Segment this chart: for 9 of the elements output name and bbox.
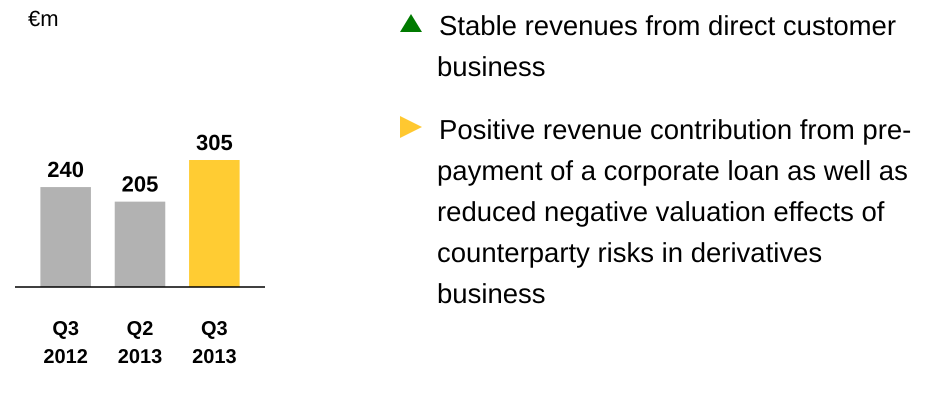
text: Stable revenues from direct customer business [437,10,896,82]
data-label: 305 [196,130,233,155]
text: €m [28,6,59,31]
x-tick-label: Q2 2013 [118,318,162,368]
x-tick-label: Q3 2013 [192,318,237,368]
text: Positive revenue contribution from pre-payment of a corporate loan as well as reduced negative valuation effects of counterparty risks in derivatives business [437,114,912,309]
data-label: 240 [47,157,84,182]
x-tick-label: Q3 2012 [43,318,88,368]
data-label: 205 [122,172,158,197]
